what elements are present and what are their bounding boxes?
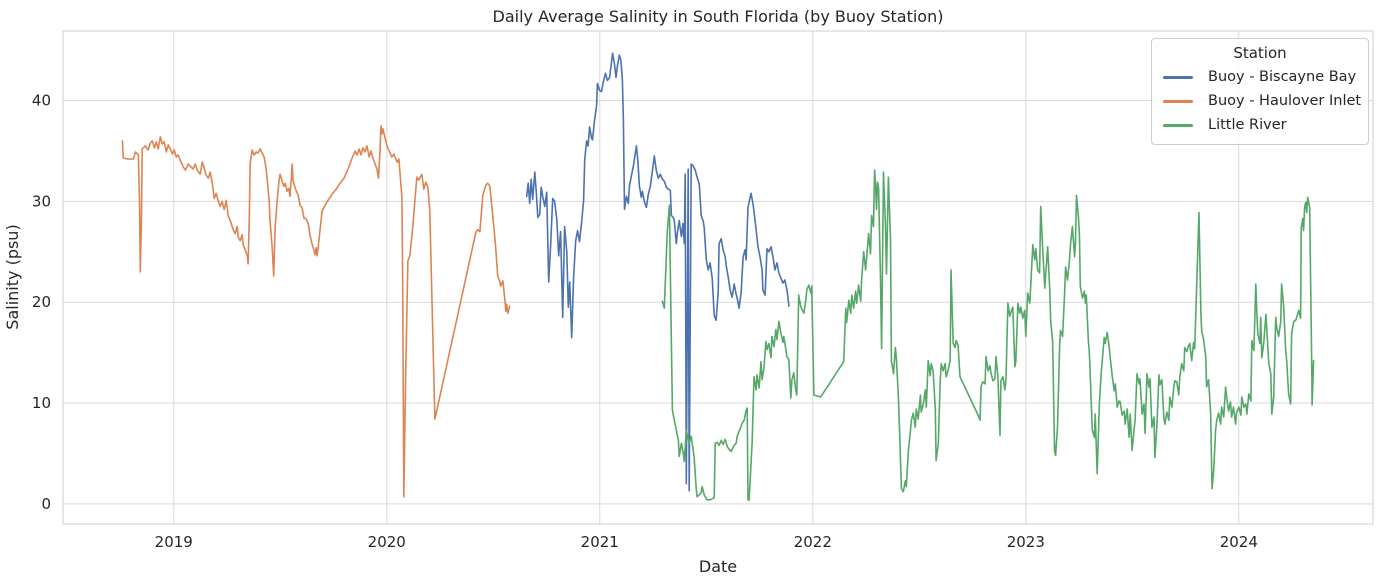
y-axis-label: Salinity (psu)	[3, 224, 22, 329]
legend-label: Little River	[1208, 117, 1287, 133]
chart-title: Daily Average Salinity in South Florida …	[493, 7, 944, 26]
legend-line-swatch-little-river	[1163, 123, 1193, 127]
legend: Station Buoy - Biscayne Bay Buoy - Haulo…	[1151, 38, 1369, 145]
tick-labels: 2019 2020 2021 2022 2023 2024 0 10 20 30 40	[32, 92, 1258, 551]
series-line-buoy-haulover-inlet	[121, 125, 511, 498]
plot-border	[62, 30, 1374, 525]
x-axis-label: Date	[699, 557, 737, 576]
y-tick-label: 0	[41, 495, 51, 513]
x-tick-label: 2024	[1220, 533, 1258, 551]
legend-line-swatch-haulover-inlet	[1163, 99, 1193, 103]
legend-label: Buoy - Haulover Inlet	[1208, 93, 1362, 109]
x-tick-label: 2022	[794, 533, 832, 551]
y-tick-label: 40	[32, 92, 51, 110]
x-tick-label: 2021	[581, 533, 619, 551]
y-tick-label: 20	[32, 293, 51, 311]
legend-item-haulover-inlet[interactable]: Buoy - Haulover Inlet	[1160, 89, 1362, 113]
legend-item-little-river[interactable]: Little River	[1160, 113, 1360, 137]
x-tick-label: 2023	[1007, 533, 1045, 551]
y-tick-label: 10	[32, 394, 51, 412]
series-line-buoy-biscayne-bay	[525, 52, 790, 492]
y-tick-label: 30	[32, 192, 51, 210]
legend-item-biscayne-bay[interactable]: Buoy - Biscayne Bay	[1160, 65, 1360, 89]
x-tick-label: 2020	[368, 533, 406, 551]
legend-title: Station	[1233, 44, 1287, 62]
x-tick-label: 2019	[155, 533, 193, 551]
series-line-little-river	[661, 169, 1315, 502]
legend-line-swatch-biscayne-bay	[1163, 75, 1193, 79]
series-layer	[121, 52, 1315, 502]
legend-label: Buoy - Biscayne Bay	[1208, 69, 1357, 85]
